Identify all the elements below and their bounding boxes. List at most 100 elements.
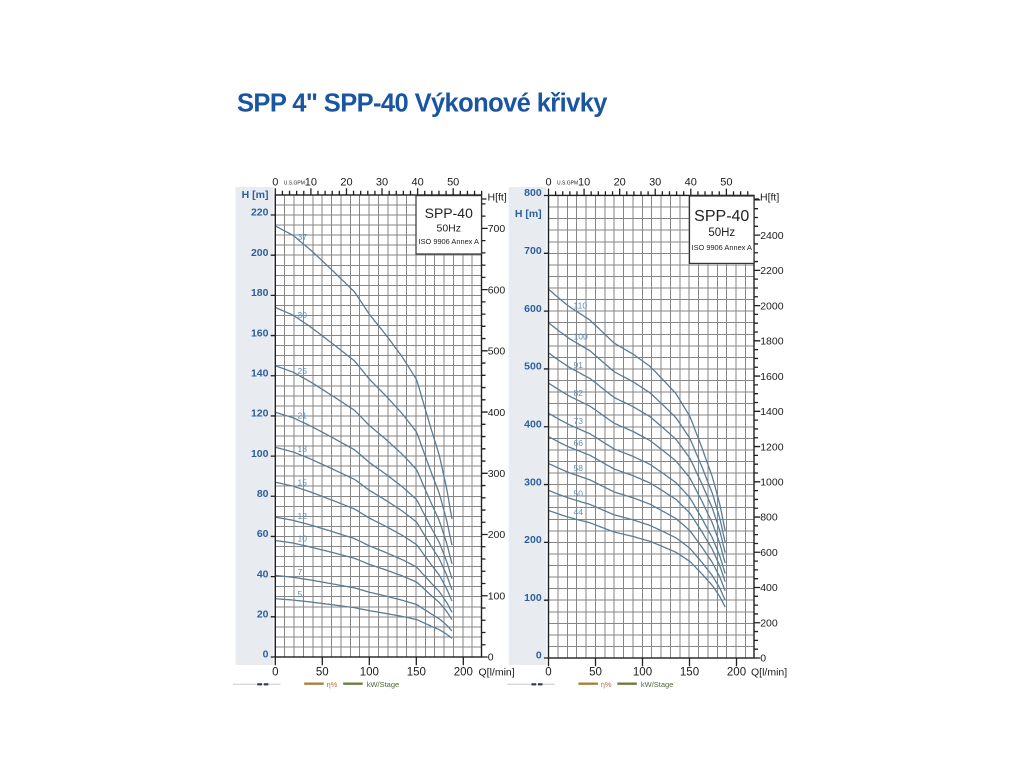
- svg-text:H [m]: H [m]: [242, 189, 269, 201]
- svg-text:η%: η%: [327, 680, 338, 689]
- svg-text:1400: 1400: [760, 406, 784, 418]
- svg-text:Q[l/min]: Q[l/min]: [751, 667, 787, 679]
- svg-text:700: 700: [524, 245, 542, 257]
- svg-text:66: 66: [574, 438, 584, 448]
- svg-text:η%: η%: [601, 680, 612, 689]
- svg-text:30: 30: [649, 177, 661, 189]
- svg-text:25: 25: [298, 366, 308, 376]
- svg-text:20: 20: [614, 177, 626, 189]
- svg-text:H[ft]: H[ft]: [760, 192, 779, 204]
- svg-text:200: 200: [524, 534, 542, 546]
- svg-text:SPP 4" SPP-40 Výkonové křivky: SPP 4" SPP-40 Výkonové křivky: [237, 90, 608, 118]
- svg-text:2400: 2400: [760, 230, 784, 242]
- svg-text:Q[l/min]: Q[l/min]: [479, 667, 515, 679]
- svg-text:15: 15: [298, 478, 308, 488]
- svg-text:80: 80: [257, 488, 269, 500]
- svg-text:73: 73: [574, 416, 584, 426]
- svg-text:200: 200: [488, 529, 506, 541]
- svg-text:100: 100: [524, 592, 542, 604]
- svg-text:1200: 1200: [760, 441, 784, 453]
- svg-text:91: 91: [574, 360, 584, 370]
- svg-text:1600: 1600: [760, 371, 784, 383]
- svg-text:400: 400: [524, 419, 542, 431]
- svg-text:12: 12: [298, 511, 308, 521]
- svg-text:0: 0: [545, 177, 551, 189]
- svg-text:200: 200: [251, 247, 269, 259]
- svg-text:U.S.GPM: U.S.GPM: [557, 181, 578, 187]
- svg-text:100: 100: [251, 448, 269, 460]
- svg-text:50: 50: [316, 667, 329, 679]
- svg-text:120: 120: [251, 408, 269, 420]
- svg-text:SPP-40: SPP-40: [425, 205, 473, 221]
- svg-text:H [m]: H [m]: [515, 208, 542, 220]
- svg-text:10: 10: [578, 177, 590, 189]
- svg-text:40: 40: [685, 177, 697, 189]
- svg-text:150: 150: [407, 667, 426, 679]
- svg-text:110: 110: [574, 300, 588, 310]
- svg-text:U.S.GPM: U.S.GPM: [284, 181, 305, 187]
- svg-text:kW/Stage: kW/Stage: [641, 680, 674, 689]
- svg-text:400: 400: [488, 407, 506, 419]
- svg-text:20: 20: [340, 177, 352, 189]
- svg-text:40: 40: [411, 177, 423, 189]
- svg-text:H[ft]: H[ft]: [488, 192, 507, 204]
- svg-text:100: 100: [574, 332, 588, 342]
- svg-text:180: 180: [251, 287, 269, 299]
- svg-text:50Hz: 50Hz: [708, 227, 735, 239]
- svg-text:800: 800: [524, 187, 542, 199]
- svg-text:ISO 9906 Annex A: ISO 9906 Annex A: [419, 237, 479, 246]
- svg-text:0: 0: [536, 650, 542, 662]
- svg-text:200: 200: [760, 618, 778, 630]
- svg-text:140: 140: [251, 367, 269, 379]
- svg-text:30: 30: [298, 310, 308, 320]
- svg-text:500: 500: [524, 361, 542, 373]
- svg-text:20: 20: [257, 609, 269, 621]
- svg-text:160: 160: [251, 327, 269, 339]
- svg-text:0: 0: [272, 667, 278, 679]
- svg-text:600: 600: [760, 547, 778, 559]
- svg-text:2000: 2000: [760, 300, 784, 312]
- svg-text:30: 30: [376, 177, 388, 189]
- svg-text:ISO 9906 Annex A: ISO 9906 Annex A: [692, 243, 752, 252]
- svg-text:1800: 1800: [760, 336, 784, 348]
- svg-text:0: 0: [488, 652, 494, 664]
- svg-text:0: 0: [263, 649, 269, 661]
- svg-text:0: 0: [760, 653, 766, 665]
- svg-text:300: 300: [524, 476, 542, 488]
- svg-text:kW/Stage: kW/Stage: [367, 680, 400, 689]
- svg-text:0: 0: [272, 177, 278, 189]
- svg-text:18: 18: [298, 444, 308, 454]
- svg-text:220: 220: [251, 207, 269, 219]
- svg-text:0: 0: [545, 667, 551, 679]
- svg-text:500: 500: [488, 346, 506, 358]
- svg-text:50: 50: [447, 177, 459, 189]
- svg-text:37: 37: [298, 232, 308, 242]
- svg-text:700: 700: [488, 223, 506, 235]
- svg-text:150: 150: [680, 667, 699, 679]
- svg-text:10: 10: [298, 533, 308, 543]
- svg-text:50: 50: [589, 667, 602, 679]
- svg-text:10: 10: [305, 177, 317, 189]
- svg-text:200: 200: [454, 667, 473, 679]
- svg-text:5: 5: [298, 589, 303, 599]
- svg-text:50Hz: 50Hz: [436, 223, 461, 235]
- svg-text:1000: 1000: [760, 477, 784, 489]
- svg-text:60: 60: [257, 528, 269, 540]
- svg-text:40: 40: [257, 568, 269, 580]
- svg-text:600: 600: [488, 284, 506, 296]
- svg-text:600: 600: [524, 303, 542, 315]
- svg-text:44: 44: [574, 507, 584, 517]
- svg-text:82: 82: [574, 388, 584, 398]
- svg-text:100: 100: [360, 667, 379, 679]
- svg-text:58: 58: [574, 463, 584, 473]
- svg-text:300: 300: [488, 468, 506, 480]
- svg-text:100: 100: [488, 591, 506, 603]
- svg-text:21: 21: [298, 411, 308, 421]
- svg-text:50: 50: [720, 177, 732, 189]
- svg-text:100: 100: [633, 667, 652, 679]
- svg-text:200: 200: [727, 667, 746, 679]
- svg-text:400: 400: [760, 582, 778, 594]
- svg-text:800: 800: [760, 512, 778, 524]
- svg-text:7: 7: [298, 567, 303, 577]
- svg-text:50: 50: [574, 488, 584, 498]
